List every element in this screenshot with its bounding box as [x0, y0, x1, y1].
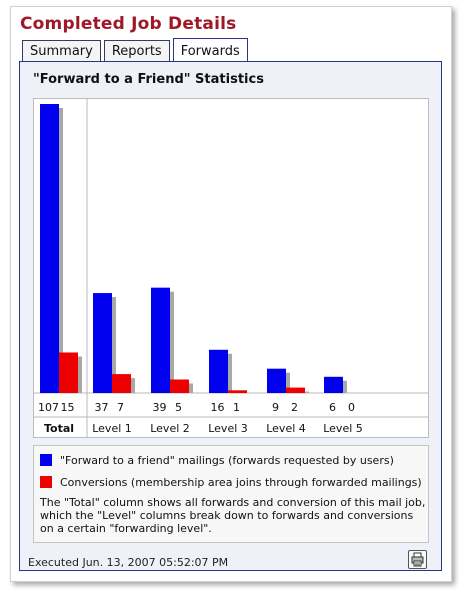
category-label-level-4: Level 4 — [266, 422, 306, 435]
bar-conversions-total — [59, 352, 78, 393]
tab-summary[interactable]: Summary — [22, 40, 101, 62]
category-label-level-1: Level 1 — [92, 422, 132, 435]
chart-legend: "Forward to a friend" mailings (forwards… — [33, 445, 429, 543]
value-label-conversions-level-1: 7 — [117, 401, 124, 414]
bar-mailings-level-2 — [151, 287, 170, 393]
stats-title: "Forward to a Friend" Statistics — [33, 72, 264, 87]
bar-mailings-total — [40, 104, 59, 393]
forwards-panel: "Forward to a Friend" Statistics 107 15 To… — [19, 61, 442, 571]
legend-label-conversions: Conversions (membership area joins throu… — [60, 475, 422, 489]
legend-swatch-mailings — [40, 454, 52, 466]
bar-mailings-level-4 — [267, 368, 286, 393]
category-label-level-5: Level 5 — [323, 422, 363, 435]
legend-note: The "Total" column shows all forwards an… — [40, 496, 426, 535]
value-label-conversions-level-4: 2 — [291, 401, 298, 414]
legend-item-conversions: Conversions (membership area joins throu… — [40, 474, 422, 490]
bar-conversions-level-3 — [228, 390, 247, 393]
legend-swatch-conversions — [40, 476, 52, 488]
page-title: Completed Job Details — [20, 14, 237, 34]
value-label-mailings-level-3: 16 — [211, 401, 225, 414]
forwards-chart: 107 15 Total 37 7 Level 1 39 5 Level 2 16 1 Level 3… — [33, 98, 429, 438]
value-label-conversions-total: 15 — [61, 401, 75, 414]
category-label-level-2: Level 2 — [150, 422, 190, 435]
value-label-mailings-level-5: 6 — [329, 401, 336, 414]
value-label-conversions-level-2: 5 — [175, 401, 182, 414]
legend-item-mailings: "Forward to a friend" mailings (forwards… — [40, 452, 394, 468]
value-label-mailings-level-1: 37 — [95, 401, 109, 414]
value-label-mailings-level-4: 9 — [272, 401, 279, 414]
tab-bar: Summary Reports Forwards — [22, 38, 251, 62]
category-label-total: Total — [44, 422, 74, 435]
category-label-level-3: Level 3 — [208, 422, 248, 435]
legend-label-mailings: "Forward to a friend" mailings (forwards… — [60, 453, 394, 467]
tab-forwards[interactable]: Forwards — [172, 38, 248, 62]
value-label-conversions-level-3: 1 — [233, 401, 240, 414]
bar-mailings-level-3 — [209, 349, 228, 393]
bar-conversions-level-2 — [170, 379, 189, 393]
bar-conversions-level-1 — [112, 374, 131, 393]
chart-svg: 107 15 Total 37 7 Level 1 39 5 Level 2 16 1 Level 3… — [34, 99, 428, 437]
value-label-mailings-total: 107 — [38, 401, 59, 414]
value-label-mailings-level-2: 39 — [153, 401, 167, 414]
print-icon — [411, 552, 424, 567]
tab-reports[interactable]: Reports — [103, 40, 170, 62]
executed-timestamp: Executed Jun. 13, 2007 05:52:07 PM — [28, 556, 229, 569]
print-button[interactable] — [408, 550, 427, 569]
value-label-conversions-level-5: 0 — [348, 401, 355, 414]
bar-conversions-level-4 — [286, 387, 305, 393]
bar-mailings-level-1 — [93, 293, 112, 393]
bar-mailings-level-5 — [324, 376, 343, 393]
